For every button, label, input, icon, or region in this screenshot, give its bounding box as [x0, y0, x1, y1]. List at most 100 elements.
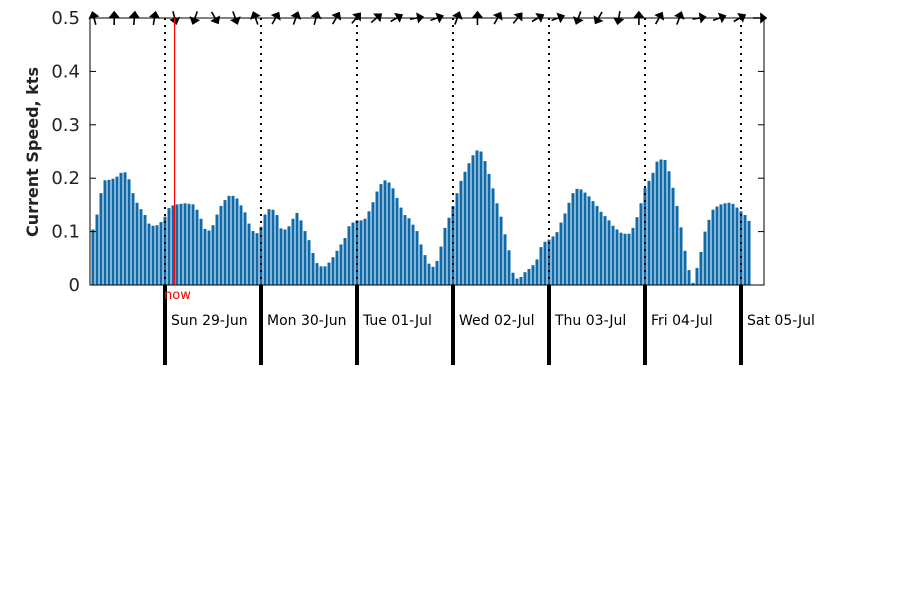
day-label: Mon 30-Jun [267, 313, 347, 329]
speed-bar [623, 233, 627, 285]
y-tick-label: 0.5 [51, 8, 80, 29]
speed-bar [491, 188, 495, 285]
day-axis: Sun 29-Jun Mon 30-Jun Tue 01-Jul Wed 02-Jul… [163, 285, 815, 365]
speed-bar [615, 229, 619, 285]
speed-bar [499, 216, 503, 285]
speed-bar [271, 209, 275, 285]
now-marker: now [164, 18, 191, 303]
speed-bar [267, 209, 271, 285]
direction-arrow [471, 10, 484, 25]
speed-bar [255, 233, 259, 285]
speed-bar [367, 211, 371, 285]
speed-bar [687, 270, 691, 285]
speed-bar [195, 209, 199, 285]
speed-bar [291, 218, 295, 285]
speed-bar [115, 176, 119, 285]
speed-bar [631, 227, 635, 285]
direction-arrow [270, 11, 281, 25]
day-label: Fri 04-Jul [651, 313, 713, 329]
speed-bar [139, 209, 143, 285]
speed-bar [715, 206, 719, 285]
speed-bar [347, 226, 351, 285]
speed-bar [431, 266, 435, 285]
direction-arrow [512, 12, 523, 24]
speed-bar [159, 221, 163, 285]
speed-bar [523, 272, 527, 285]
speed-bar [167, 208, 171, 285]
speed-bar [575, 188, 579, 285]
speed-bar [123, 172, 127, 285]
speed-bar [363, 218, 367, 285]
speed-bar [119, 172, 123, 285]
speed-bar [355, 220, 359, 285]
speed-bar [595, 205, 599, 285]
now-label: now [164, 288, 191, 303]
speed-bar [323, 266, 327, 285]
speed-bar [391, 188, 395, 285]
speed-bar [247, 223, 251, 285]
speed-bar [99, 193, 103, 285]
speed-bar [375, 191, 379, 285]
speed-bar [371, 202, 375, 285]
speed-bar [111, 178, 115, 285]
plot-frame [89, 17, 765, 286]
direction-arrow [230, 11, 241, 25]
speed-bar [503, 234, 507, 285]
direction-arrow [210, 11, 221, 25]
speed-bar [719, 204, 723, 285]
speed-bar [531, 265, 535, 285]
speed-bar [539, 247, 543, 285]
speed-bar [447, 217, 451, 285]
speed-bar [339, 244, 343, 285]
speed-bar [343, 238, 347, 285]
speed-bar [227, 195, 231, 285]
speed-bar [399, 207, 403, 285]
y-tick-label: 0.4 [51, 61, 80, 82]
speed-bar [519, 276, 523, 285]
day-label: Sun 29-Jun [171, 313, 248, 329]
speed-bar [703, 231, 707, 285]
direction-arrow [250, 11, 261, 25]
speed-bar [171, 205, 175, 285]
speed-bar [627, 233, 631, 285]
speed-bar [199, 218, 203, 285]
speed-bar [667, 171, 671, 285]
speed-bar [551, 236, 555, 285]
speed-bar [451, 205, 455, 285]
speed-bar [487, 173, 491, 285]
speed-bar [555, 232, 559, 285]
speed-bar [95, 214, 99, 285]
speed-bar [467, 163, 471, 285]
speed-bar [143, 215, 147, 285]
speed-bar [279, 228, 283, 285]
speed-bar [559, 222, 563, 285]
speed-bar [211, 225, 215, 285]
speed-bar [463, 171, 467, 285]
speed-bar [675, 205, 679, 285]
speed-bar [479, 151, 483, 285]
speed-bar [175, 204, 179, 285]
speed-bar [683, 250, 687, 285]
speed-bar [259, 226, 263, 285]
speed-bar [387, 182, 391, 285]
speed-bar [639, 203, 643, 285]
direction-arrow [593, 11, 604, 25]
speed-bar [483, 161, 487, 285]
speed-bar [723, 203, 727, 285]
speed-bar [619, 232, 623, 285]
speed-bar [591, 201, 595, 285]
speed-bar [547, 239, 551, 285]
speed-bar [335, 250, 339, 285]
direction-arrow [613, 10, 625, 26]
speed-bar [395, 197, 399, 285]
speed-bar [187, 203, 191, 285]
y-tick-label: 0.1 [51, 222, 80, 243]
direction-arrows-layer [88, 10, 768, 26]
day-label: Tue 01-Jul [362, 313, 432, 329]
direction-arrow [310, 10, 322, 25]
speed-bar [651, 172, 655, 285]
direction-arrow [654, 11, 665, 25]
speed-bar [423, 255, 427, 285]
